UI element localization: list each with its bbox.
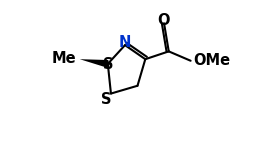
Text: S: S <box>103 57 114 72</box>
Text: O: O <box>157 13 169 28</box>
Text: Me: Me <box>52 51 76 66</box>
Polygon shape <box>80 59 108 68</box>
Text: OMe: OMe <box>194 53 231 68</box>
Text: N: N <box>119 35 131 50</box>
Text: S: S <box>101 92 111 107</box>
